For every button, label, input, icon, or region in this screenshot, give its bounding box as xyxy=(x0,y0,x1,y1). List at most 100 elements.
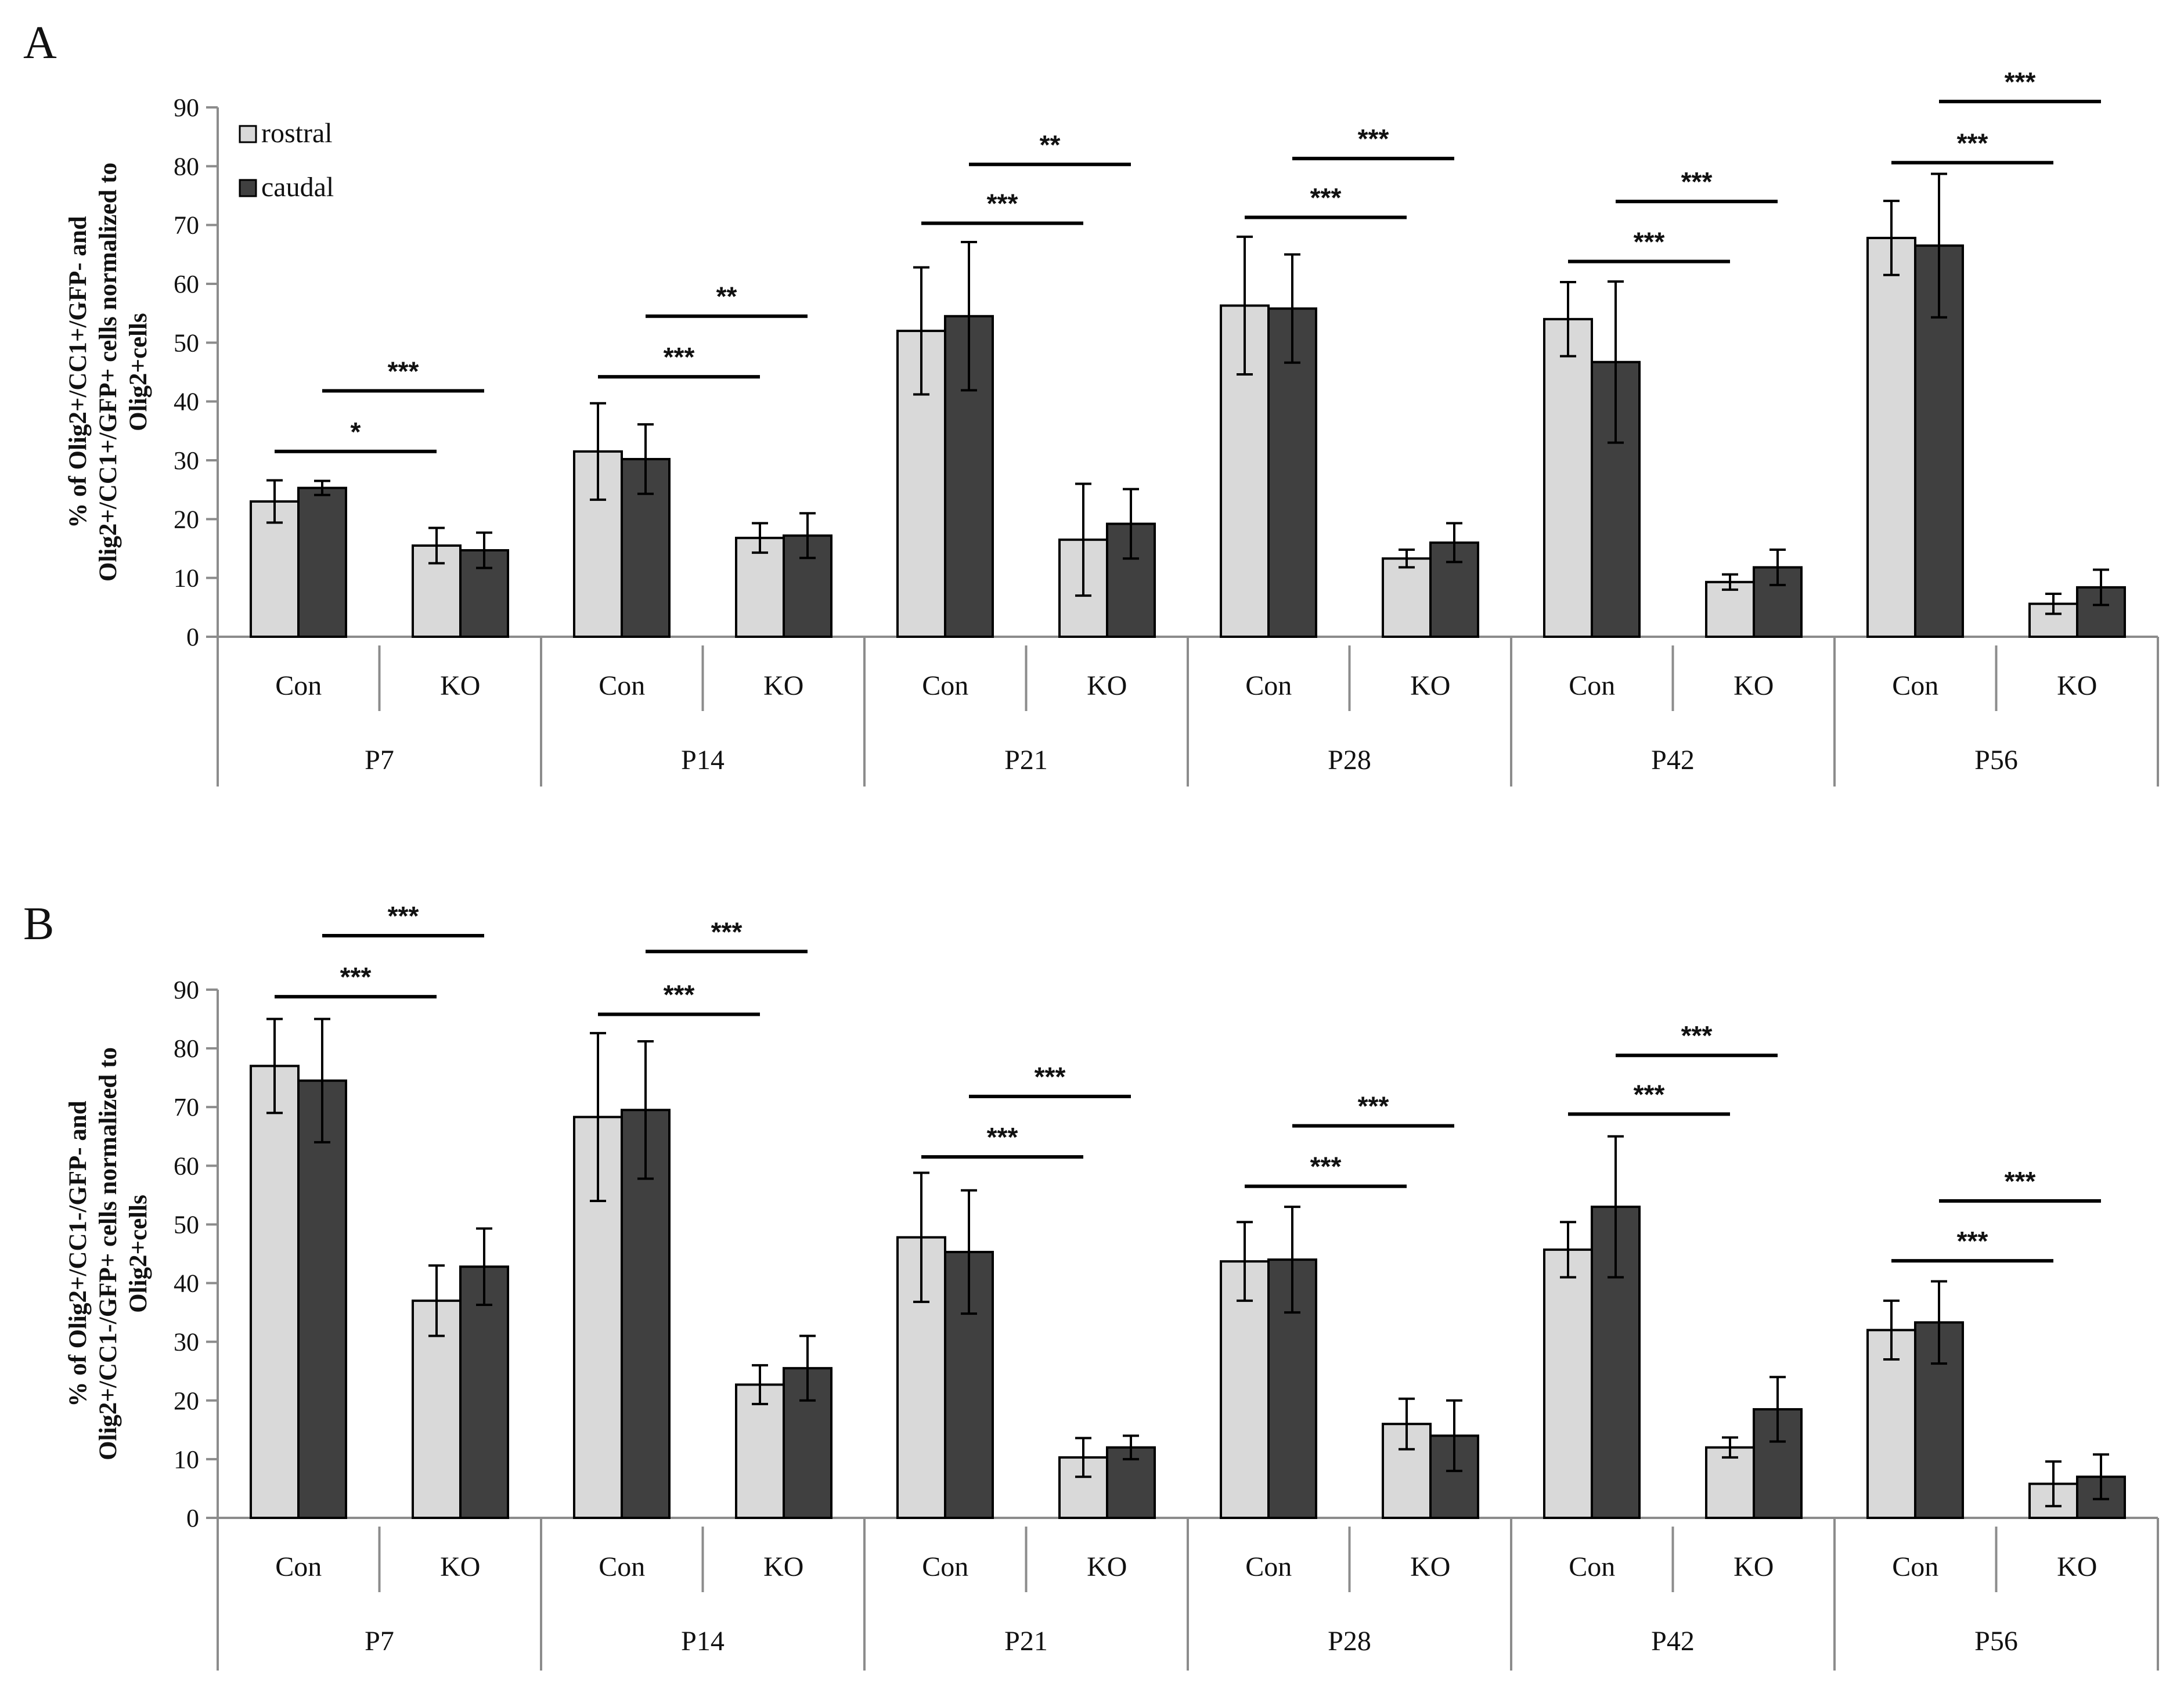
significance-label: *** xyxy=(1957,1226,1988,1256)
x-group-label: P21 xyxy=(1004,1626,1048,1657)
bar-caudal xyxy=(297,1079,347,1519)
x-subgroup-label: KO xyxy=(1733,1552,1774,1582)
legend-label: caudal xyxy=(261,172,334,203)
y-tick-label: 10 xyxy=(174,1445,199,1474)
significance-label: *** xyxy=(1310,182,1342,212)
legend-swatch-caudal xyxy=(239,179,257,197)
significance-label: *** xyxy=(388,356,419,386)
significance-label: *** xyxy=(987,1122,1018,1152)
y-axis-label: % of Olig2+/CC1+/GFP- and Olig2+/CC1+/GFP… xyxy=(64,163,152,582)
x-group-label: P28 xyxy=(1328,1626,1371,1657)
y-axis-label-line: % of Olig2+/CC1+/GFP- and xyxy=(64,216,92,528)
legend-label: rostral xyxy=(261,118,333,149)
x-subgroup-label: KO xyxy=(440,1552,480,1582)
significance-label: *** xyxy=(1634,1079,1665,1109)
x-subgroup-label: Con xyxy=(275,1552,322,1582)
x-subgroup-label: Con xyxy=(1245,670,1292,701)
bar-caudal xyxy=(459,1265,509,1519)
y-axis-label-line: Olig2+/CC1-/GFP+ cells normalized to xyxy=(95,1047,122,1460)
x-subgroup-label: Con xyxy=(922,670,968,701)
y-tick-label: 50 xyxy=(174,329,199,357)
y-tick-label: 60 xyxy=(174,1152,199,1180)
y-tick-label: 30 xyxy=(174,1328,199,1357)
x-group-label: P14 xyxy=(681,745,725,775)
bar-rostral xyxy=(1382,557,1432,638)
y-tick-label: 40 xyxy=(174,1269,199,1298)
significance-label: *** xyxy=(664,342,695,372)
bar-rostral xyxy=(1382,1423,1432,1519)
x-group-label: P42 xyxy=(1651,745,1695,775)
x-subgroup-label: KO xyxy=(440,670,480,701)
x-subgroup-label: Con xyxy=(599,670,645,701)
x-subgroup-label: KO xyxy=(2057,1552,2097,1582)
legend: rostral caudal xyxy=(239,118,334,203)
bar-rostral xyxy=(1543,318,1593,638)
significance-label: *** xyxy=(2005,67,2036,97)
x-subgroup-label: KO xyxy=(2057,670,2097,701)
x-group-label: P56 xyxy=(1974,1626,2018,1657)
bar-caudal xyxy=(297,486,347,638)
x-subgroup-label: KO xyxy=(1087,670,1127,701)
bar-rostral xyxy=(1866,1329,1916,1519)
y-axis-label-line: % of Olig2+/CC1-/GFP- and xyxy=(64,1101,92,1406)
y-tick-label: 70 xyxy=(174,211,199,240)
significance-label: ** xyxy=(1040,129,1061,160)
significance-label: *** xyxy=(664,979,695,1009)
y-tick-label: 30 xyxy=(174,446,199,475)
y-tick-label: 80 xyxy=(174,1034,199,1063)
x-group-label: P21 xyxy=(1004,745,1048,775)
y-tick-label: 50 xyxy=(174,1210,199,1239)
bar-rostral xyxy=(250,500,300,638)
panel-a: A 0 10 20 30 40 50 60 70 80 90 % of Olig2+/CC1+/GFP… xyxy=(23,17,2159,787)
x-subgroup-label: KO xyxy=(1733,670,1774,701)
legend-swatch-rostral xyxy=(239,125,257,143)
significance-label: *** xyxy=(711,917,743,947)
x-group-label: P28 xyxy=(1328,745,1371,775)
y-tick-label: 90 xyxy=(174,976,199,1004)
y-tick-label: 0 xyxy=(186,623,199,651)
x-subgroup-label: KO xyxy=(1410,1552,1450,1582)
significance-label: *** xyxy=(1035,1062,1066,1092)
y-axis-label: % of Olig2+/CC1-/GFP- and Olig2+/CC1-/GFP… xyxy=(64,1047,152,1460)
x-subgroup-label: Con xyxy=(922,1552,968,1582)
x-subgroup-label: Con xyxy=(1569,1552,1615,1582)
y-axis-label-line: Olig2+cells xyxy=(125,313,152,431)
y-tick-label: 70 xyxy=(174,1093,199,1121)
y-axis-label-line: Olig2+/CC1+/GFP+ cells normalized to xyxy=(95,163,122,582)
x-group-label: P42 xyxy=(1651,1626,1695,1657)
bar-rostral xyxy=(1220,304,1270,638)
significance-label: *** xyxy=(1634,226,1665,257)
significance-label: *** xyxy=(388,901,419,931)
bar-rostral xyxy=(250,1065,300,1519)
bar-rostral xyxy=(412,1299,462,1520)
y-axis-label-line: Olig2+cells xyxy=(125,1195,152,1313)
bar-rostral xyxy=(1543,1248,1593,1519)
y-tick-label: 0 xyxy=(186,1504,199,1532)
x-subgroup-label: Con xyxy=(599,1552,645,1582)
y-tick-label: 40 xyxy=(174,388,199,416)
x-subgroup-label: KO xyxy=(763,670,803,701)
x-group-label: P14 xyxy=(681,1626,725,1657)
y-tick-label: 10 xyxy=(174,564,199,593)
bar-rostral xyxy=(1866,236,1916,638)
significance-label: *** xyxy=(340,962,372,992)
y-tick-label: 80 xyxy=(174,152,199,181)
panel-letter: B xyxy=(23,899,54,950)
bar-caudal xyxy=(1429,1434,1479,1519)
significance-label: *** xyxy=(1681,167,1713,197)
x-subgroup-label: Con xyxy=(275,670,322,701)
significance-label: *** xyxy=(1358,124,1389,154)
significance-label: * xyxy=(351,417,361,447)
x-group-label: P56 xyxy=(1974,745,2018,775)
x-subgroup-label: KO xyxy=(1087,1552,1127,1582)
x-subgroup-label: Con xyxy=(1569,670,1615,701)
y-tick-label: 20 xyxy=(174,505,199,533)
y-tick-label: 60 xyxy=(174,270,199,298)
x-group-label: P7 xyxy=(365,745,394,775)
y-tick-label: 90 xyxy=(174,93,199,122)
significance-label: ** xyxy=(716,282,737,312)
x-subgroup-label: Con xyxy=(1892,670,1938,701)
significance-label: *** xyxy=(987,189,1018,219)
significance-label: *** xyxy=(1957,128,1988,158)
